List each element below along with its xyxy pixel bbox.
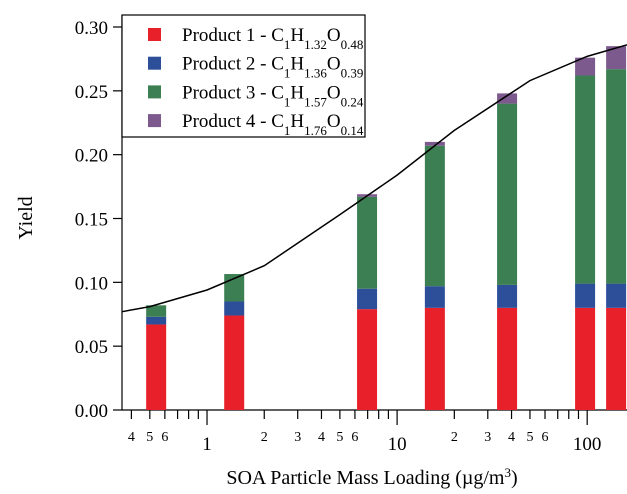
- bar-segment: [424, 307, 445, 410]
- x-tick-label: 3: [484, 430, 491, 445]
- bar-segment: [497, 93, 518, 104]
- legend-label: Product 4 - C1H1.76O0.14: [182, 111, 364, 138]
- y-tick-label: 0.00: [75, 401, 108, 422]
- bar-segment: [224, 301, 245, 316]
- bar-segment: [497, 307, 518, 410]
- x-tick-label: 4: [508, 430, 515, 445]
- bar-segment: [146, 324, 167, 410]
- y-tick-label: 0.05: [75, 337, 108, 358]
- x-tick-label: 5: [526, 430, 533, 445]
- bar-segment: [575, 75, 596, 284]
- y-tick-label: 0.25: [75, 82, 108, 103]
- x-tick-label: 3: [294, 430, 301, 445]
- y-tick-label: 0.10: [75, 273, 108, 294]
- bar-segment: [606, 46, 627, 70]
- x-tick-label: 2: [261, 430, 268, 445]
- bar-segment: [497, 284, 518, 308]
- x-tick-label: 6: [161, 430, 168, 445]
- legend-swatch: [148, 28, 161, 41]
- bar-segment: [224, 315, 245, 410]
- bar-segment: [575, 57, 596, 76]
- bar-segment: [146, 305, 167, 317]
- bar-segment: [146, 316, 167, 325]
- y-tick-label: 0.30: [75, 18, 108, 39]
- legend-label: Product 1 - C1H1.32O0.48: [182, 25, 363, 52]
- fit-curve: [121, 44, 627, 313]
- x-tick-label: 6: [542, 430, 549, 445]
- bar-segment: [606, 69, 627, 284]
- x-tick-label: 1: [202, 434, 212, 455]
- x-tick-label: 2: [451, 430, 458, 445]
- x-tick-label: 4: [128, 430, 135, 445]
- x-tick-label: 5: [146, 430, 153, 445]
- y-axis-label: Yield: [15, 196, 37, 239]
- bar-segment: [606, 283, 627, 308]
- legend-swatch: [148, 114, 161, 128]
- y-tick-label: 0.15: [75, 210, 108, 231]
- x-axis-label: SOA Particle Mass Loading (µg/m3): [226, 465, 517, 490]
- legend-box: [121, 14, 366, 138]
- bar-segment: [497, 103, 518, 285]
- bar-segment: [357, 196, 378, 289]
- bar-segment: [424, 141, 445, 146]
- bar-segment: [357, 309, 378, 410]
- bar-segment: [575, 283, 596, 308]
- y-tick-label: 0.20: [75, 146, 108, 167]
- bar-segment: [575, 307, 596, 410]
- bar-segment: [357, 288, 378, 310]
- x-tick-label: 100: [573, 434, 602, 455]
- bar-segment: [424, 145, 445, 287]
- bar-segment: [606, 307, 627, 410]
- legend-swatch: [148, 85, 161, 99]
- x-tick-label: 10: [388, 434, 407, 455]
- legend-label: Product 2 - C1H1.36O0.39: [182, 54, 363, 81]
- x-tick-label: 5: [336, 430, 343, 445]
- x-tick-label: 4: [318, 430, 325, 445]
- bar-segment: [424, 286, 445, 308]
- legend-label: Product 3 - C1H1.57O0.24: [182, 82, 364, 109]
- x-tick-label: 6: [351, 430, 358, 445]
- legend-swatch: [148, 56, 161, 70]
